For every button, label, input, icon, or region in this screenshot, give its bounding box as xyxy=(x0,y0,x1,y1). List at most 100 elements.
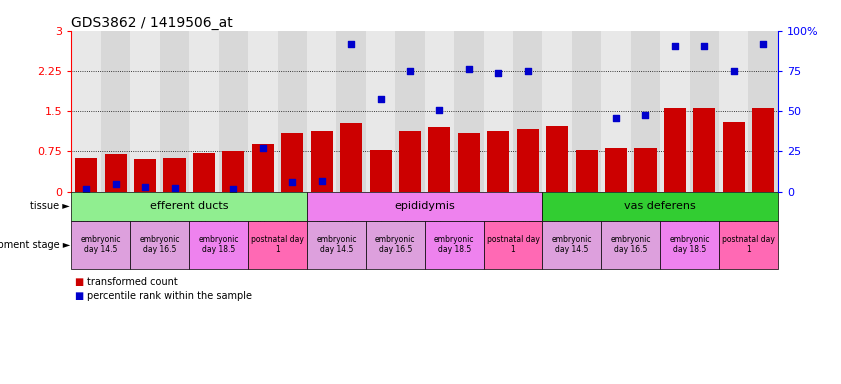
Bar xyxy=(664,108,686,192)
Point xyxy=(404,68,417,74)
Bar xyxy=(484,220,542,269)
Bar xyxy=(189,220,248,269)
Point xyxy=(727,68,740,74)
Bar xyxy=(542,192,778,220)
Bar xyxy=(425,31,454,192)
Text: postnatal day
1: postnatal day 1 xyxy=(251,235,304,254)
Text: epididymis: epididymis xyxy=(394,201,455,211)
Bar xyxy=(690,31,719,192)
Text: embryonic
day 18.5: embryonic day 18.5 xyxy=(669,235,710,254)
Point xyxy=(757,41,770,47)
Bar xyxy=(631,31,660,192)
Text: ■: ■ xyxy=(74,291,83,301)
Bar xyxy=(516,129,539,192)
Bar xyxy=(307,192,542,220)
Bar xyxy=(366,31,395,192)
Bar xyxy=(130,220,189,269)
Bar xyxy=(693,108,716,192)
Point xyxy=(256,144,269,151)
Bar xyxy=(75,158,98,192)
Bar xyxy=(193,153,215,192)
Bar xyxy=(219,31,248,192)
Bar xyxy=(160,31,189,192)
Bar xyxy=(340,124,362,192)
Bar xyxy=(307,31,336,192)
Text: embryonic
day 18.5: embryonic day 18.5 xyxy=(198,235,239,254)
Bar xyxy=(752,108,775,192)
Point xyxy=(138,184,151,190)
Bar xyxy=(428,127,451,192)
Point xyxy=(226,186,241,192)
Bar xyxy=(605,147,627,192)
Text: embryonic
day 18.5: embryonic day 18.5 xyxy=(434,235,474,254)
Text: percentile rank within the sample: percentile rank within the sample xyxy=(87,291,251,301)
Point xyxy=(79,186,93,192)
Bar xyxy=(513,31,542,192)
Bar xyxy=(722,122,745,192)
Point xyxy=(315,178,328,184)
Bar xyxy=(634,147,657,192)
Bar xyxy=(251,144,274,192)
Text: postnatal day
1: postnatal day 1 xyxy=(722,235,775,254)
Bar xyxy=(163,158,186,192)
Bar xyxy=(71,31,101,192)
Text: embryonic
day 16.5: embryonic day 16.5 xyxy=(140,235,180,254)
Text: embryonic
day 14.5: embryonic day 14.5 xyxy=(81,235,121,254)
Bar xyxy=(542,220,601,269)
Bar xyxy=(307,220,366,269)
Bar xyxy=(719,31,748,192)
Bar xyxy=(748,31,778,192)
Bar xyxy=(399,131,421,192)
Bar xyxy=(189,31,219,192)
Text: embryonic
day 16.5: embryonic day 16.5 xyxy=(375,235,415,254)
Point xyxy=(345,41,358,47)
Point xyxy=(463,66,476,73)
Bar xyxy=(719,220,778,269)
Bar xyxy=(425,220,484,269)
Bar xyxy=(366,220,425,269)
Point xyxy=(373,96,387,103)
Point xyxy=(108,180,123,187)
Bar xyxy=(454,31,484,192)
Bar xyxy=(104,154,127,192)
Point xyxy=(432,107,446,113)
Text: embryonic
day 14.5: embryonic day 14.5 xyxy=(552,235,592,254)
Bar xyxy=(222,151,245,192)
Bar xyxy=(369,150,392,192)
Bar xyxy=(134,159,156,192)
Text: ■: ■ xyxy=(74,277,83,287)
Bar xyxy=(660,31,690,192)
Point xyxy=(609,114,622,121)
Bar xyxy=(601,220,660,269)
Text: GDS3862 / 1419506_at: GDS3862 / 1419506_at xyxy=(71,16,233,30)
Bar xyxy=(281,132,304,192)
Bar xyxy=(248,31,278,192)
Bar xyxy=(101,31,130,192)
Text: transformed count: transformed count xyxy=(87,277,177,287)
Bar xyxy=(601,31,631,192)
Bar xyxy=(542,31,572,192)
Bar xyxy=(130,31,160,192)
Text: postnatal day
1: postnatal day 1 xyxy=(487,235,539,254)
Point xyxy=(639,112,653,118)
Bar xyxy=(395,31,425,192)
Bar xyxy=(71,220,130,269)
Text: tissue ►: tissue ► xyxy=(30,201,70,211)
Text: vas deferens: vas deferens xyxy=(624,201,696,211)
Text: efferent ducts: efferent ducts xyxy=(150,201,229,211)
Bar xyxy=(484,31,513,192)
Point xyxy=(285,179,299,185)
Point xyxy=(697,43,711,49)
Point xyxy=(521,68,535,74)
Point xyxy=(491,70,505,76)
Bar xyxy=(71,192,307,220)
Text: embryonic
day 14.5: embryonic day 14.5 xyxy=(316,235,357,254)
Bar xyxy=(546,126,569,192)
Bar xyxy=(572,31,601,192)
Bar xyxy=(487,131,510,192)
Bar xyxy=(458,132,480,192)
Point xyxy=(668,43,681,49)
Bar xyxy=(336,31,366,192)
Bar xyxy=(248,220,307,269)
Point xyxy=(167,185,181,191)
